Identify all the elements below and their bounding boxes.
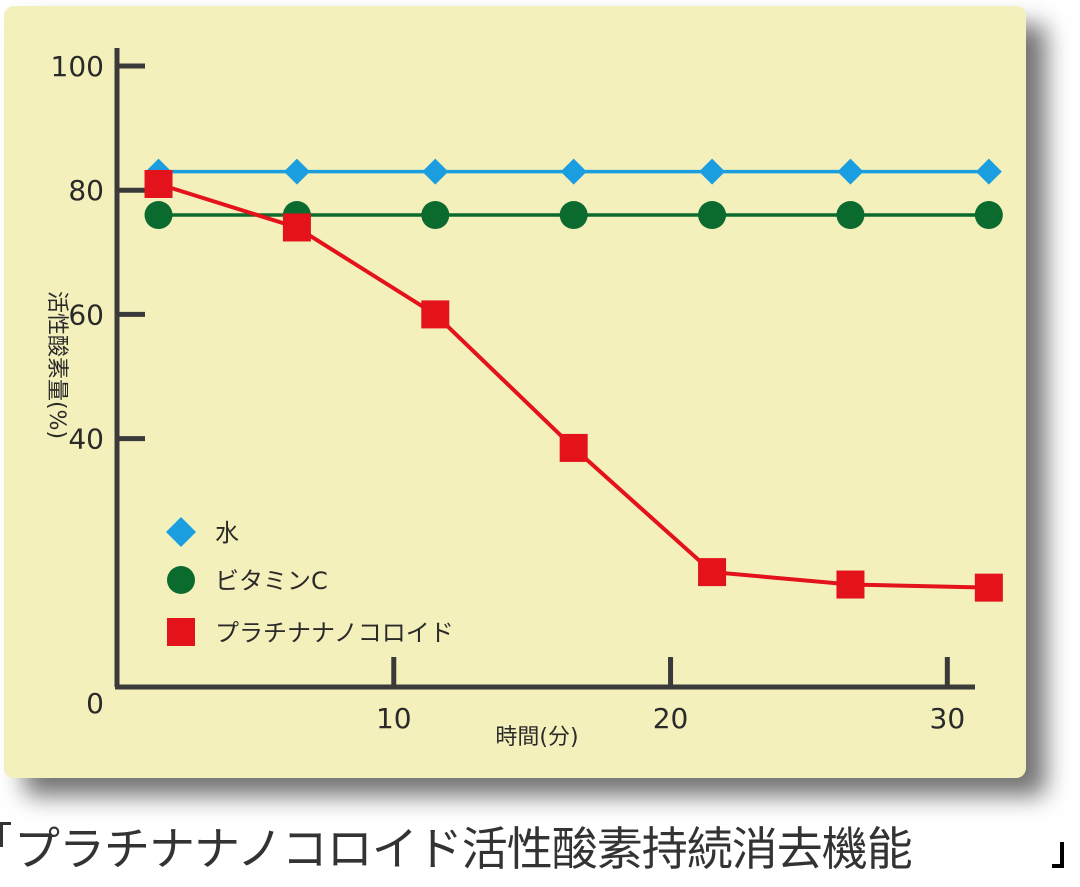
point-square-4: [698, 558, 727, 587]
series-layer: [144, 158, 1003, 602]
point-square-3: [559, 433, 588, 462]
point-diamond-1: [283, 158, 310, 185]
x-tick-label-30: 30: [930, 702, 966, 735]
y-tick-label-60: 60: [68, 298, 104, 331]
legend-marker-square: [167, 618, 195, 646]
point-diamond-3: [560, 158, 587, 185]
point-square-5: [836, 570, 865, 599]
point-square-1: [282, 213, 311, 242]
y-axis-title: 活性酸素量(%): [44, 291, 69, 439]
point-square-0: [144, 169, 173, 198]
point-square-2: [421, 300, 450, 329]
caption-close-bracket: [1052, 842, 1064, 868]
point-diamond-4: [699, 158, 726, 185]
x-tick-label-10: 10: [376, 702, 412, 735]
point-circle-3: [559, 201, 588, 230]
point-diamond-6: [975, 158, 1002, 185]
x-axis-title: 時間(分): [495, 725, 578, 750]
y-tick-label-0: 0: [86, 687, 104, 720]
caption-open-bracket: [0, 822, 11, 847]
y-tick-label-100: 100: [51, 50, 104, 83]
point-square-6: [974, 573, 1003, 602]
legend-label-circle: ビタミンC: [215, 567, 328, 595]
point-circle-0: [144, 201, 173, 230]
y-tick-label-40: 40: [68, 423, 104, 456]
point-circle-5: [836, 201, 865, 230]
series-line-square: [157, 182, 989, 590]
point-circle-4: [698, 201, 727, 230]
point-circle-2: [421, 201, 450, 230]
axes: 0 40 60 80 100 10 20 30 時間(分) 活性酸素量(%): [44, 48, 975, 750]
legend-marker-circle: [167, 566, 195, 594]
point-diamond-2: [422, 158, 449, 185]
x-tick-label-20: 20: [653, 702, 689, 735]
legend-label-square: プラチナナノコロイド: [215, 619, 454, 647]
point-diamond-5: [837, 158, 864, 185]
point-circle-6: [974, 201, 1003, 230]
chart-caption: プラチナナノコロイド活性酸素持続消去機能: [14, 822, 913, 876]
y-tick-label-80: 80: [68, 174, 104, 207]
legend-marker-diamond: [166, 517, 196, 547]
legend-label-diamond: 水: [215, 519, 239, 547]
